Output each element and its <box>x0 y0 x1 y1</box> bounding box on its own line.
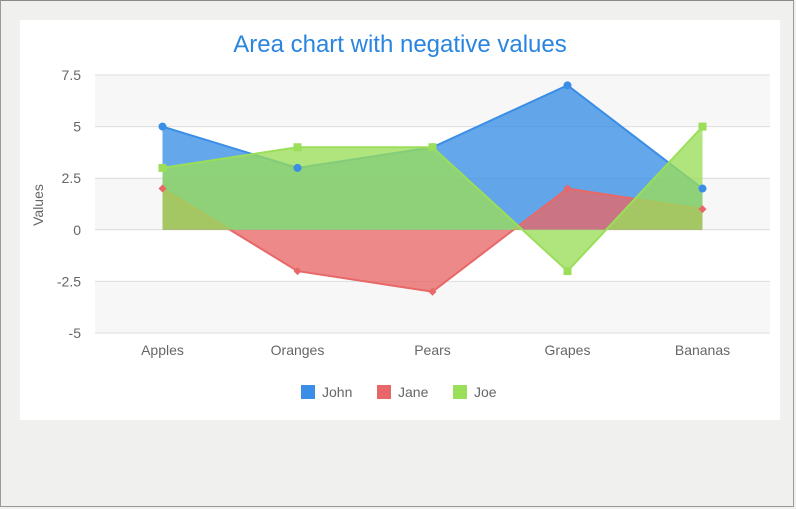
series-areas <box>161 84 704 293</box>
x-tick-label: Pears <box>414 342 451 358</box>
y-tick-label: 7.5 <box>62 67 82 83</box>
chart-container: Area chart with negative values 7.5 5 2.5 0… <box>20 20 780 420</box>
y-tick-label: 0 <box>73 222 81 238</box>
x-tick-label: Grapes <box>545 342 591 358</box>
legend-swatch <box>377 385 391 399</box>
data-point <box>428 287 437 296</box>
area-joe <box>162 126 703 272</box>
x-axis-ticks: Apples Oranges Pears Grapes Bananas <box>141 342 730 358</box>
y-axis-title: Values <box>30 184 46 226</box>
area-chart: Area chart with negative values 7.5 5 2.5 0… <box>30 31 770 400</box>
legend-item-jane: Jane <box>377 384 429 400</box>
data-point <box>293 267 302 276</box>
data-point <box>563 184 572 193</box>
legend: John Jane Joe <box>301 384 497 400</box>
chart-title: Area chart with negative values <box>233 31 567 58</box>
legend-swatch <box>453 385 467 399</box>
legend-item-joe: Joe <box>453 384 497 400</box>
y-tick-label: 5 <box>73 119 81 135</box>
data-point <box>698 205 707 214</box>
data-point <box>293 163 302 172</box>
legend-item-john: John <box>301 384 352 400</box>
data-point <box>698 122 707 131</box>
x-tick-label: Bananas <box>675 342 730 358</box>
data-point <box>158 163 167 172</box>
data-point <box>563 81 572 90</box>
data-point <box>158 122 167 131</box>
x-tick-label: Apples <box>141 342 184 358</box>
data-point <box>563 267 572 276</box>
legend-label: John <box>322 384 352 400</box>
y-tick-label: 2.5 <box>62 170 82 186</box>
series-markers <box>158 81 707 296</box>
legend-label: Jane <box>398 384 429 400</box>
plot-band <box>95 75 770 127</box>
data-point <box>428 143 437 152</box>
y-axis-ticks: 7.5 5 2.5 0 -2.5 -5 <box>57 67 81 341</box>
data-point <box>698 184 707 193</box>
area-jane <box>162 188 703 292</box>
data-point <box>293 143 302 152</box>
y-tick-label: -5 <box>69 325 82 341</box>
legend-swatch <box>301 385 315 399</box>
y-tick-label: -2.5 <box>57 273 81 289</box>
legend-label: Joe <box>474 384 497 400</box>
data-point <box>158 184 167 193</box>
x-tick-label: Oranges <box>271 342 325 358</box>
